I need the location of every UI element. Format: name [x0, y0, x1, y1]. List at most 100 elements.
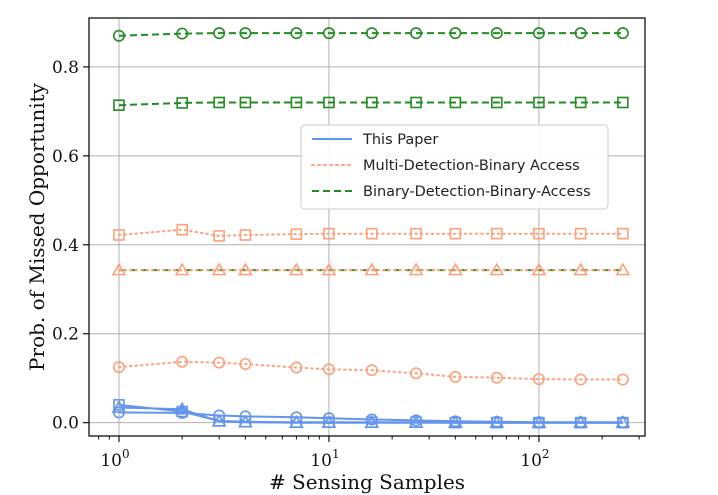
data-point-circle	[490, 371, 503, 384]
data-point-square	[617, 227, 629, 240]
data-point-square	[410, 227, 422, 240]
data-point-triangle	[289, 415, 304, 428]
series-line	[118, 360, 624, 381]
y-tick-label: 0.8	[52, 58, 79, 78]
data-point-triangle	[447, 415, 463, 428]
x-tick-label-base: 10	[520, 451, 542, 471]
data-point-triangle	[573, 262, 589, 276]
y-tick-label: 0.6	[52, 147, 79, 167]
data-point-circle	[449, 370, 462, 383]
legend-label-this-paper: This Paper	[362, 132, 438, 148]
data-point-circle	[616, 27, 629, 40]
data-point-square	[533, 96, 545, 109]
data-point-triangle	[364, 415, 380, 428]
data-point-triangle	[211, 262, 227, 276]
data-point-square	[366, 96, 378, 109]
data-point-triangle	[321, 415, 337, 428]
data-point-triangle	[489, 415, 505, 428]
data-point-triangle	[489, 262, 505, 276]
grid	[89, 18, 645, 436]
data-point-square	[176, 223, 188, 236]
y-axis-label: Prob. of Missed Opportunity	[25, 82, 49, 371]
data-point-circle	[112, 29, 125, 42]
data-point-square	[239, 229, 252, 241]
data-point-circle	[239, 27, 252, 40]
data-point-circle	[239, 357, 252, 370]
data-point-square	[449, 96, 462, 109]
data-point-triangle	[531, 415, 547, 428]
data-point-square	[239, 96, 252, 109]
x-tick-label-base: 10	[100, 451, 122, 471]
y-tick-label: 0.2	[52, 325, 79, 345]
data-point-square	[574, 96, 587, 109]
legend-label-multi-detection: Multi-Detection-Binary Access	[363, 158, 580, 174]
data-point-triangle	[111, 399, 127, 413]
data-point-circle	[365, 27, 378, 40]
plot-series	[111, 27, 631, 429]
data-point-circle	[365, 364, 378, 377]
data-point-triangle	[321, 262, 337, 276]
series-line	[118, 32, 623, 37]
data-point-square	[290, 96, 303, 109]
data-point-square	[213, 96, 225, 109]
data-point-triangle	[615, 262, 631, 276]
data-point-circle	[449, 27, 462, 40]
data-point-square	[490, 227, 503, 240]
x-tick-label-base: 10	[310, 451, 332, 471]
data-point-circle	[532, 27, 545, 40]
x-tick-label: 101	[310, 447, 339, 471]
data-point-triangle	[573, 415, 589, 428]
data-point-square	[617, 96, 629, 109]
x-axis-label: # Sensing Samples	[269, 470, 465, 494]
data-point-square	[323, 227, 335, 240]
data-point-circle	[176, 27, 189, 40]
data-point-circle	[574, 373, 587, 386]
data-point-circle	[112, 361, 125, 374]
data-point-square	[323, 96, 335, 109]
data-point-square	[113, 399, 125, 411]
legend-box	[300, 124, 609, 210]
data-point-triangle	[238, 414, 253, 428]
x-tick-label-exponent: 2	[542, 447, 550, 461]
x-tick-label: 102	[520, 447, 549, 471]
data-point-square	[290, 228, 303, 240]
data-point-circle	[213, 356, 226, 369]
x-tick-label-exponent: 1	[332, 447, 340, 461]
data-point-circle	[322, 363, 335, 376]
data-point-circle	[290, 361, 303, 374]
data-point-square	[490, 96, 503, 109]
data-point-circle	[574, 27, 587, 40]
x-tick-label: 100	[100, 447, 129, 471]
data-point-square	[113, 99, 125, 111]
data-point-circle	[290, 27, 303, 40]
legend-label-binary-detection: Binary-Detection-Binary-Access	[363, 184, 591, 200]
data-point-square	[574, 227, 587, 240]
data-point-triangle	[447, 262, 463, 276]
data-point-circle	[176, 355, 189, 368]
y-tick-label: 0.0	[52, 414, 79, 434]
data-point-triangle	[111, 262, 127, 276]
data-point-square	[410, 96, 422, 109]
data-point-square	[113, 229, 125, 241]
series-line	[118, 101, 623, 107]
data-point-circle	[616, 373, 629, 386]
legend: This Paper Multi-Detection-Binary Access…	[300, 124, 609, 210]
data-point-circle	[213, 27, 226, 40]
data-point-triangle	[238, 262, 253, 276]
data-point-square	[176, 97, 188, 109]
y-tick-label: 0.4	[52, 236, 79, 256]
x-tick-label-exponent: 0	[122, 447, 130, 461]
data-point-triangle	[408, 262, 424, 276]
data-point-triangle	[289, 262, 304, 276]
data-point-triangle	[531, 262, 547, 276]
series-line	[118, 228, 624, 237]
data-point-triangle	[364, 262, 380, 276]
data-point-square	[449, 227, 462, 240]
data-point-square	[533, 227, 545, 240]
series-line	[118, 406, 623, 424]
data-point-square	[366, 227, 378, 240]
data-point-square	[213, 230, 225, 242]
data-point-triangle	[174, 262, 190, 276]
